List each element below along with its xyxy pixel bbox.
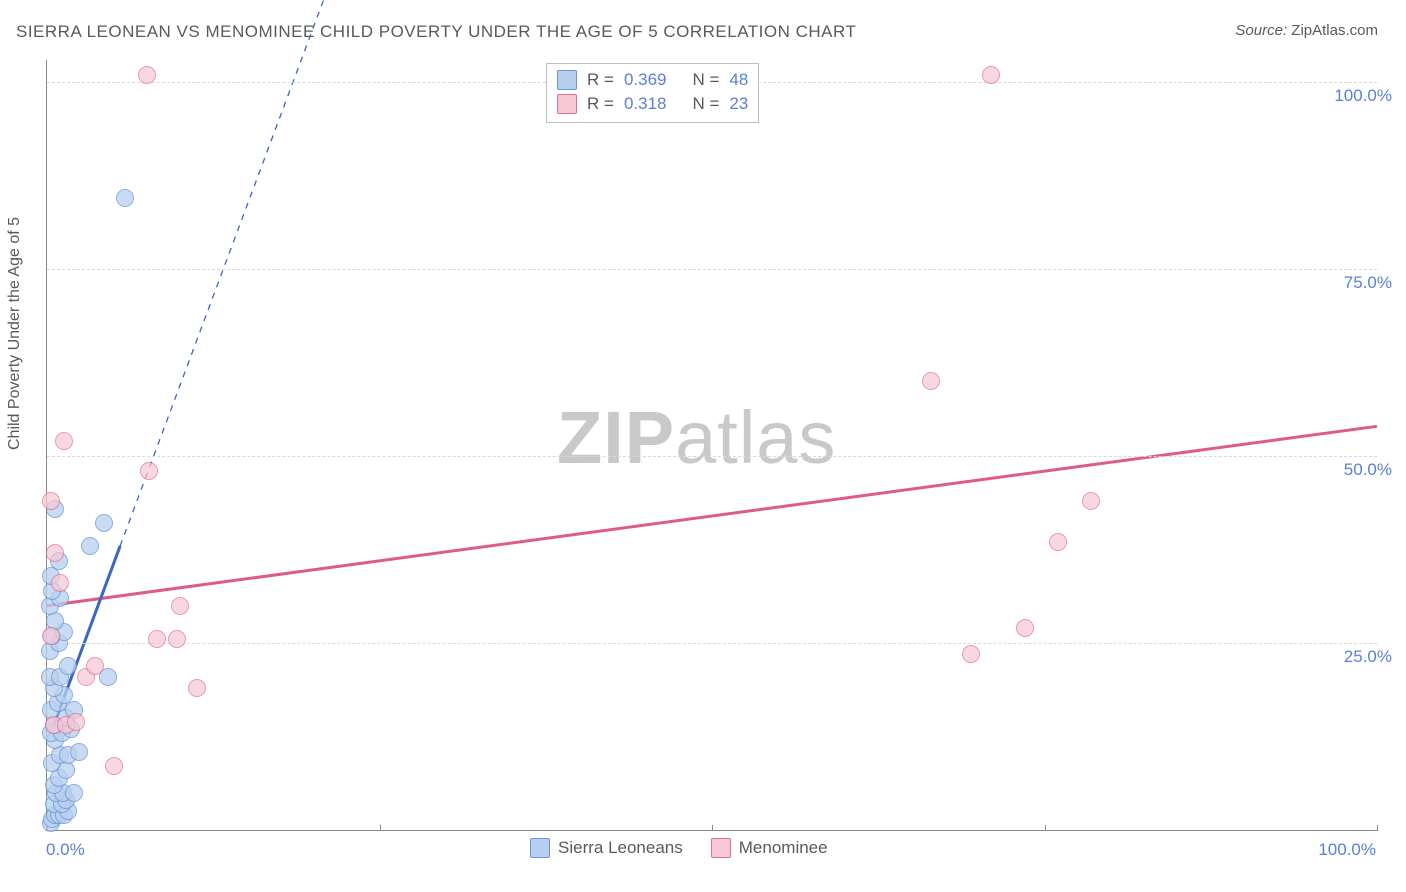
y-tick-label: 50.0%: [1344, 460, 1392, 480]
gridline: [47, 643, 1377, 644]
n-value: 23: [729, 94, 748, 114]
stats-legend: R = 0.369 N = 48 R = 0.318 N = 23: [546, 63, 759, 123]
data-point: [51, 574, 69, 592]
data-point: [70, 743, 88, 761]
r-label: R =: [587, 94, 614, 114]
data-point: [67, 713, 85, 731]
r-label: R =: [587, 70, 614, 90]
data-point: [168, 630, 186, 648]
plot-area: ZIPatlas: [46, 60, 1377, 831]
stats-legend-row: R = 0.369 N = 48: [557, 68, 748, 92]
y-tick-label: 75.0%: [1344, 273, 1392, 293]
data-point: [42, 627, 60, 645]
legend-swatch: [557, 94, 577, 114]
r-value: 0.318: [624, 94, 667, 114]
x-tick: [1377, 825, 1378, 831]
legend-swatch: [557, 70, 577, 90]
n-label: N =: [692, 94, 719, 114]
data-point: [59, 657, 77, 675]
data-point: [962, 645, 980, 663]
data-point: [1016, 619, 1034, 637]
series-legend-item: Sierra Leoneans: [530, 838, 683, 858]
y-tick-label: 100.0%: [1334, 86, 1392, 106]
data-point: [116, 189, 134, 207]
r-value: 0.369: [624, 70, 667, 90]
data-point: [1049, 533, 1067, 551]
data-point: [138, 66, 156, 84]
data-point: [42, 492, 60, 510]
data-point: [46, 544, 64, 562]
x-tick: [712, 825, 713, 831]
x-tick: [1045, 825, 1046, 831]
legend-swatch: [530, 838, 550, 858]
data-point: [982, 66, 1000, 84]
watermark: ZIPatlas: [557, 395, 836, 480]
data-point: [188, 679, 206, 697]
stats-legend-row: R = 0.318 N = 23: [557, 92, 748, 116]
data-point: [1082, 492, 1100, 510]
y-tick-label: 25.0%: [1344, 647, 1392, 667]
x-tick-label: 0.0%: [46, 840, 85, 860]
n-value: 48: [729, 70, 748, 90]
data-point: [81, 537, 99, 555]
series-legend-label: Sierra Leoneans: [558, 838, 683, 858]
data-point: [86, 657, 104, 675]
x-tick: [380, 825, 381, 831]
legend-swatch: [711, 838, 731, 858]
data-point: [105, 757, 123, 775]
trend-lines-layer: [47, 60, 1377, 830]
data-point: [922, 372, 940, 390]
y-axis-label: Child Poverty Under the Age of 5: [6, 217, 24, 450]
source-value: ZipAtlas.com: [1291, 22, 1378, 39]
gridline: [47, 269, 1377, 270]
x-tick-label: 100.0%: [1318, 840, 1376, 860]
data-point: [148, 630, 166, 648]
data-point: [95, 514, 113, 532]
data-point: [171, 597, 189, 615]
series-legend: Sierra Leoneans Menominee: [530, 838, 828, 858]
trend-line: [47, 426, 1377, 605]
chart-container: SIERRA LEONEAN VS MENOMINEE CHILD POVERT…: [0, 0, 1406, 892]
series-legend-item: Menominee: [711, 838, 828, 858]
series-legend-label: Menominee: [739, 838, 828, 858]
data-point: [55, 432, 73, 450]
data-point: [140, 462, 158, 480]
gridline: [47, 456, 1377, 457]
n-label: N =: [692, 70, 719, 90]
chart-title: SIERRA LEONEAN VS MENOMINEE CHILD POVERT…: [16, 22, 856, 42]
data-point: [65, 784, 83, 802]
source-label: Source:: [1235, 22, 1287, 39]
source-attribution: Source: ZipAtlas.com: [1235, 22, 1378, 39]
